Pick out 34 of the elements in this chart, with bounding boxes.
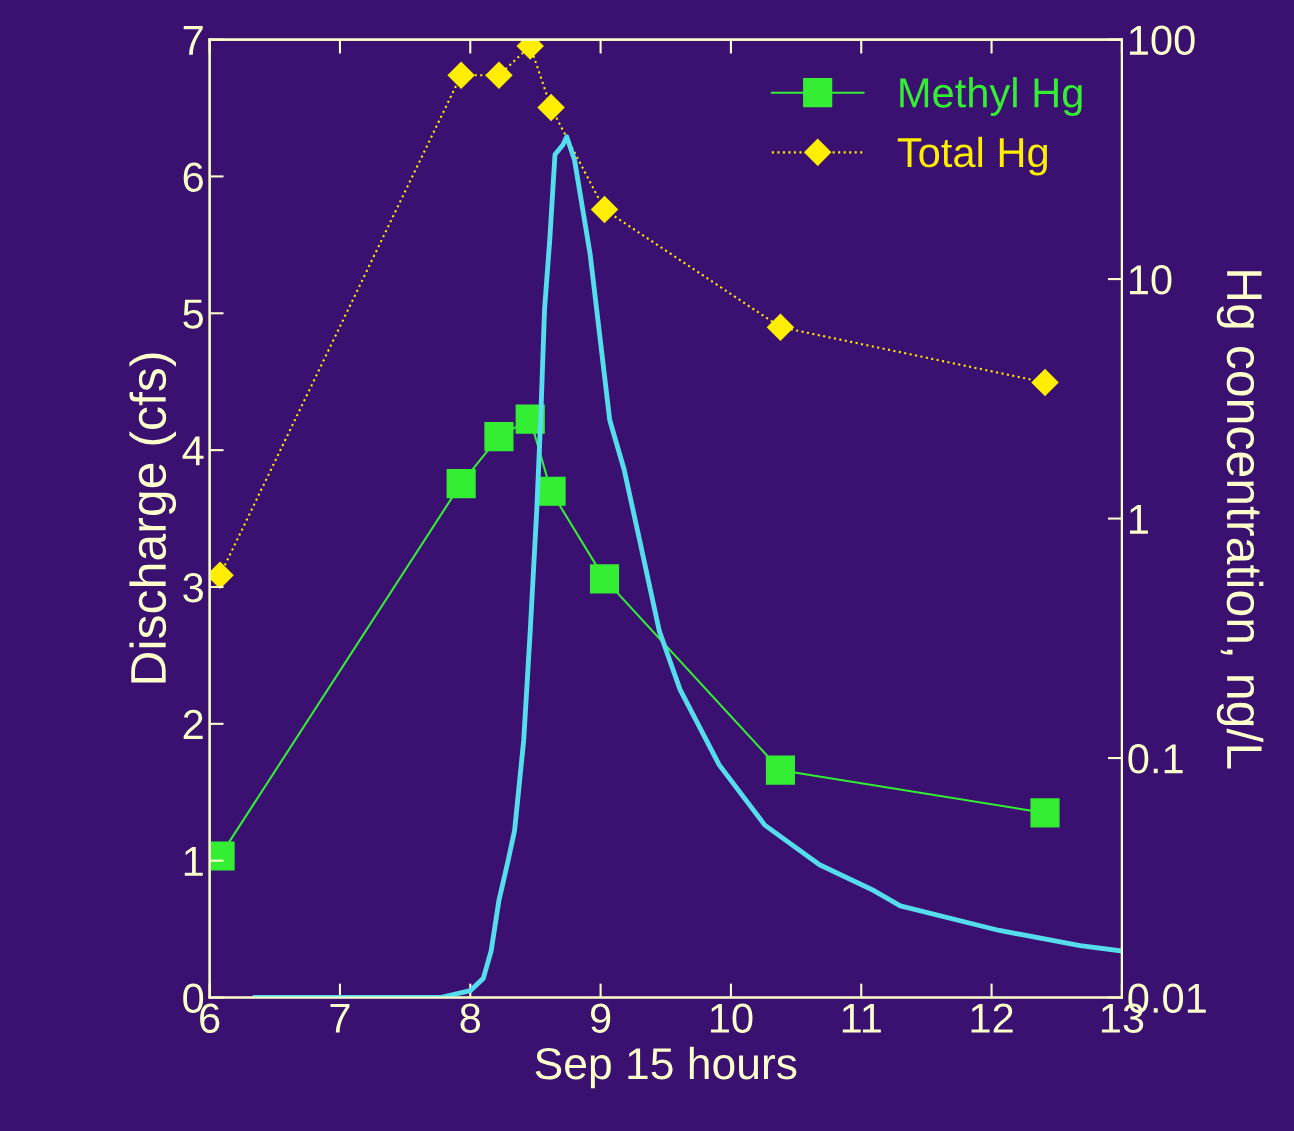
line-series bbox=[252, 134, 1122, 998]
legend-label: Total Hg bbox=[897, 136, 1047, 176]
y-tick-label: 5 bbox=[183, 299, 204, 329]
x-tick-label: 11 bbox=[842, 1003, 881, 1033]
y2-tick-label: 100 bbox=[1129, 25, 1195, 56]
point bbox=[447, 61, 475, 89]
y2-tick-label: 10 bbox=[1129, 265, 1172, 295]
x-axis-title: Sep 15 hours bbox=[535, 1046, 797, 1089]
x-tick-label: 9 bbox=[590, 1003, 611, 1034]
point bbox=[537, 94, 565, 122]
x-tick-label: 10 bbox=[710, 1003, 753, 1034]
x-tick-label: 8 bbox=[460, 1003, 481, 1034]
y2-tick-label: 1 bbox=[1129, 505, 1148, 534]
point bbox=[485, 61, 513, 89]
point bbox=[1031, 369, 1059, 396]
x-tick-label: 7 bbox=[330, 1003, 350, 1033]
point bbox=[1030, 798, 1060, 828]
point bbox=[484, 421, 514, 452]
point bbox=[589, 564, 620, 594]
point bbox=[766, 313, 794, 341]
y-tick-label: 2 bbox=[183, 709, 203, 739]
point bbox=[446, 468, 476, 499]
y-tick-label: 6 bbox=[183, 162, 203, 192]
x-tick-label: 12 bbox=[971, 1003, 1013, 1033]
legend-label: Methyl Hg bbox=[900, 77, 1082, 116]
y2-axis-title: Hg concentration, ng/L bbox=[1216, 271, 1264, 769]
y-tick-label: 1 bbox=[184, 847, 203, 876]
y-tick-label: 3 bbox=[183, 572, 203, 603]
point bbox=[765, 755, 796, 785]
point bbox=[591, 196, 618, 224]
y-tick-label: 4 bbox=[182, 436, 204, 466]
y2-tick-label: 0.1 bbox=[1128, 744, 1183, 774]
y-axis-title: Discharge (cfs) bbox=[129, 353, 177, 683]
y-tick-label: 7 bbox=[183, 26, 203, 55]
